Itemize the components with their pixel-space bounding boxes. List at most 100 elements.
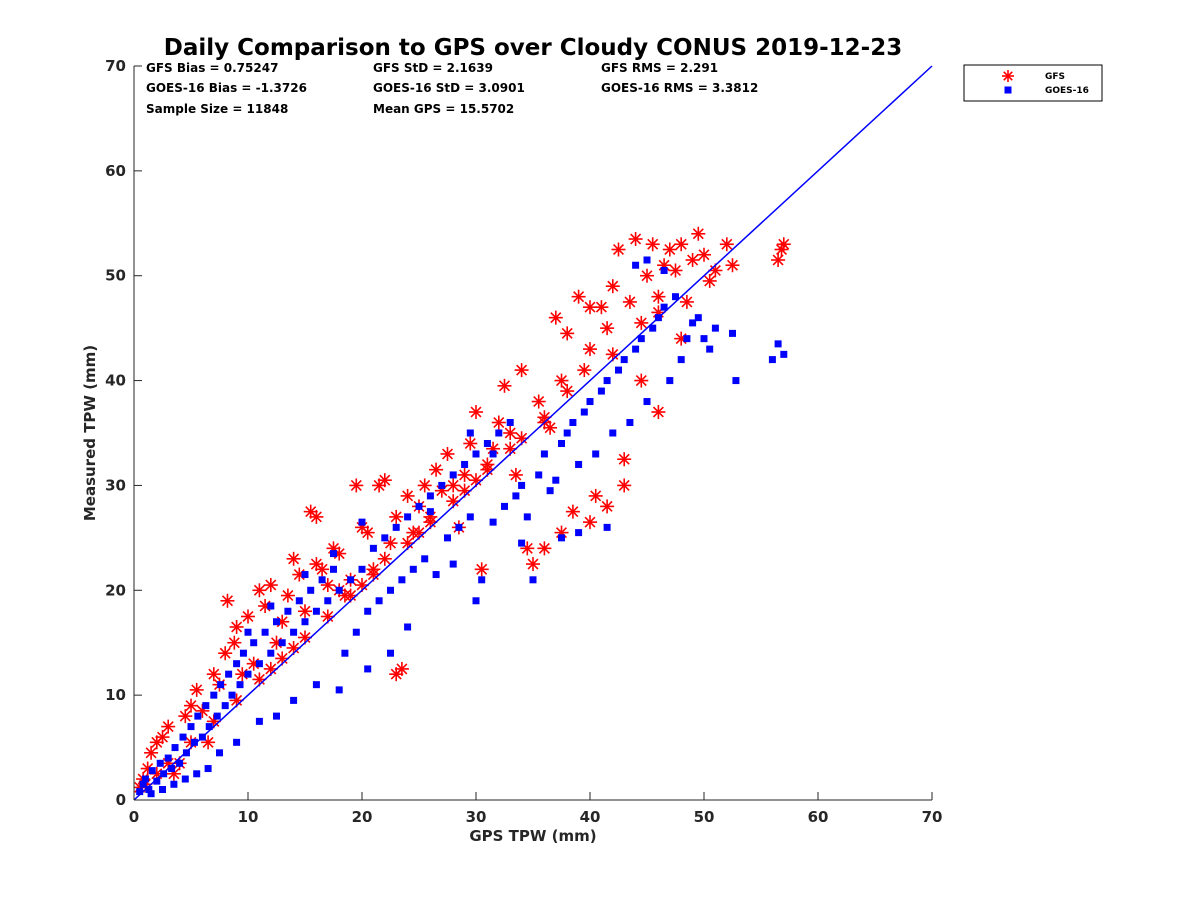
- goes16-point: [466, 513, 474, 521]
- goes16-point: [449, 560, 457, 568]
- gfs-point: [400, 488, 415, 503]
- goes16-point: [580, 408, 588, 416]
- gfs-point: [206, 667, 221, 682]
- goes16-point: [381, 534, 389, 542]
- goes16-point: [563, 429, 571, 437]
- goes16-point: [415, 502, 423, 510]
- stat-goes16-rms: GOES-16 RMS = 3.3812: [601, 81, 758, 95]
- goes16-point: [210, 691, 218, 699]
- goes16-point: [535, 471, 543, 479]
- gfs-point: [286, 551, 301, 566]
- gfs-point: [377, 473, 392, 488]
- goes16-point: [136, 788, 144, 796]
- gfs-point: [622, 294, 637, 309]
- legend: GFS GOES-16: [963, 64, 1103, 102]
- goes16-point: [179, 733, 187, 741]
- goes16-point: [677, 356, 685, 364]
- y-tick-label: 50: [105, 267, 126, 285]
- gfs-point: [697, 247, 711, 262]
- goes16-point: [501, 502, 508, 510]
- goes16-point: [592, 450, 600, 458]
- goes16-point: [182, 749, 190, 757]
- goes16-point: [168, 765, 176, 773]
- goes16-point: [518, 539, 526, 547]
- goes16-point: [358, 518, 366, 526]
- gfs-point: [280, 588, 295, 603]
- goes16-point: [643, 256, 651, 264]
- goes16-point: [421, 555, 429, 563]
- goes16-point: [145, 786, 153, 794]
- gfs-point: [298, 604, 312, 619]
- gfs-point: [719, 237, 734, 252]
- goes16-point: [546, 487, 554, 495]
- x-tick-label: 0: [129, 808, 139, 826]
- goes16-point: [649, 324, 657, 332]
- gfs-point: [583, 515, 597, 530]
- gfs-point: [565, 504, 580, 519]
- gfs-point: [583, 342, 597, 357]
- goes16-point: [217, 681, 225, 689]
- goes16-point: [324, 597, 332, 605]
- y-tick-label: 0: [116, 791, 126, 809]
- stat-sample-size: Sample Size = 11848: [146, 102, 288, 116]
- gfs-point: [588, 488, 603, 503]
- goes16-point: [732, 377, 740, 385]
- gfs-point: [463, 436, 478, 451]
- gfs-point: [560, 384, 575, 399]
- goes16-point: [597, 387, 605, 395]
- gfs-point: [229, 619, 244, 634]
- goes16-point: [506, 419, 514, 427]
- goes16-point: [139, 780, 147, 788]
- goes16-point: [187, 723, 195, 731]
- legend-goes16-marker: [1004, 86, 1012, 94]
- goes16-point: [170, 780, 178, 788]
- goes16-point: [159, 786, 166, 794]
- goes16-point: [472, 597, 480, 605]
- gfs-point: [679, 294, 694, 309]
- goes16-point: [358, 565, 366, 573]
- y-tick-label: 20: [105, 581, 126, 599]
- stat-gfs-bias: GFS Bias = 0.75247: [146, 61, 278, 75]
- gfs-point: [640, 268, 654, 283]
- goes16-point: [489, 518, 497, 526]
- goes16-point: [632, 345, 640, 353]
- legend-box: [963, 64, 1103, 102]
- goes16-point: [312, 607, 320, 615]
- gfs-point: [776, 237, 791, 252]
- x-tick-label: 10: [238, 808, 259, 826]
- gfs-point: [662, 242, 677, 257]
- goes16-point: [213, 712, 221, 720]
- gfs-point: [645, 237, 660, 252]
- goes16-point: [255, 717, 263, 725]
- goes16-point: [278, 639, 286, 647]
- gfs-point: [503, 426, 518, 440]
- gfs-point: [189, 682, 204, 697]
- goes16-point: [244, 628, 252, 636]
- goes16-point: [768, 356, 776, 364]
- goes16-point: [683, 335, 691, 343]
- x-axis-label: GPS TPW (mm): [469, 827, 596, 845]
- gfs-point: [611, 242, 626, 257]
- gfs-point: [429, 462, 444, 477]
- goes16-point: [558, 534, 565, 542]
- y-tick-label: 30: [105, 476, 126, 494]
- gfs-point: [440, 446, 455, 461]
- goes16-point: [147, 790, 155, 798]
- gfs-point: [389, 509, 404, 524]
- goes16-point: [233, 660, 241, 668]
- gfs-point: [560, 326, 575, 341]
- goes16-point: [312, 681, 320, 689]
- stat-gfs-std: GFS StD = 2.1639: [373, 61, 493, 75]
- goes16-point: [575, 460, 583, 468]
- gfs-point: [349, 478, 364, 493]
- goes16-point: [689, 319, 697, 327]
- goes16-point: [461, 460, 469, 468]
- goes16-point: [307, 586, 315, 594]
- goes16-point: [225, 670, 233, 678]
- gfs-point: [651, 405, 666, 420]
- goes16-point: [426, 508, 434, 516]
- gfs-point: [605, 279, 620, 294]
- goes16-point: [153, 777, 161, 785]
- gfs-point: [600, 321, 615, 336]
- y-tick-label: 10: [105, 686, 126, 704]
